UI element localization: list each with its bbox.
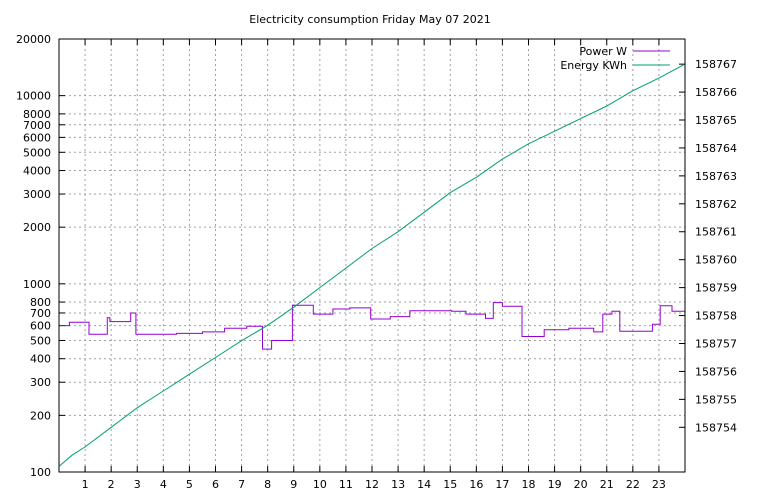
y-left-tick-label: 6000 [23, 131, 51, 144]
y-left-tick-label: 5000 [23, 146, 51, 159]
y-right-tick-label: 158763 [695, 170, 737, 183]
y-right-tick-label: 158756 [695, 365, 737, 378]
y-left-tick-label: 100 [30, 466, 51, 479]
y-left-tick-label: 700 [30, 307, 51, 320]
x-tick-label: 6 [212, 478, 219, 491]
x-tick-label: 21 [600, 478, 614, 491]
y-left-tick-label: 2000 [23, 221, 51, 234]
grid-lines [59, 38, 685, 473]
y-left-tick-label: 300 [30, 376, 51, 389]
x-tick-label: 22 [626, 478, 640, 491]
series-layer [58, 63, 686, 467]
x-tick-label: 10 [313, 478, 327, 491]
chart-title: Electricity consumption Friday May 07 20… [249, 13, 490, 26]
x-tick-label: 18 [522, 478, 536, 491]
x-tick-label: 8 [264, 478, 271, 491]
legend-label: Power W [579, 45, 627, 58]
y-left-tick-label: 4000 [23, 165, 51, 178]
y-right-tick-label: 158764 [695, 142, 737, 155]
x-tick-label: 9 [290, 478, 297, 491]
y-left-tick-label: 400 [30, 353, 51, 366]
y-left-tick-label: 8000 [23, 108, 51, 121]
y-left-tick-label: 200 [30, 409, 51, 422]
y-right-tick-label: 158754 [695, 421, 737, 434]
y-left-tick-label: 1000 [23, 278, 51, 291]
x-tick-label: 4 [160, 478, 167, 491]
x-tick-label: 17 [495, 478, 509, 491]
x-tick-label: 13 [391, 478, 405, 491]
x-tick-label: 12 [365, 478, 379, 491]
y-right-tick-label: 158765 [695, 114, 737, 127]
y-right-tick-label: 158755 [695, 393, 737, 406]
x-tick-label: 5 [186, 478, 193, 491]
y-left-tick-label: 10000 [16, 90, 51, 103]
y-right-tick-label: 158759 [695, 282, 737, 295]
y-right-tick-label: 158766 [695, 86, 737, 99]
series-line-0 [59, 302, 686, 350]
x-tick-label: 3 [134, 478, 141, 491]
y-right-tick-label: 158758 [695, 310, 737, 323]
x-tick-label: 20 [574, 478, 588, 491]
x-tick-label: 7 [238, 478, 245, 491]
y-left-tick-label: 500 [30, 334, 51, 347]
y-right-tick-label: 158757 [695, 337, 737, 350]
y-left-tick-label: 7000 [23, 119, 51, 132]
y-right-tick-label: 158761 [695, 226, 737, 239]
axis-ticks: 1 2 3 4 5 6 7 8 9 10 11 12 13 14 15 16 17 18 19 20 21 22 23100… [16, 33, 737, 491]
legend-label: Energy KWh [560, 59, 627, 72]
x-tick-label: 19 [548, 478, 562, 491]
y-right-tick-label: 158760 [695, 254, 737, 267]
x-tick-label: 2 [108, 478, 115, 491]
series-line-1 [58, 63, 686, 467]
x-tick-label: 16 [469, 478, 483, 491]
y-right-tick-label: 158762 [695, 198, 737, 211]
plot-frame [58, 38, 686, 473]
y-left-tick-label: 600 [30, 320, 51, 333]
x-tick-label: 1 [82, 478, 89, 491]
x-tick-label: 23 [652, 478, 666, 491]
x-tick-label: 15 [443, 478, 457, 491]
y-left-tick-label: 800 [30, 296, 51, 309]
y-left-tick-label: 20000 [16, 33, 51, 46]
y-right-tick-label: 158767 [695, 58, 737, 71]
y-left-tick-label: 3000 [23, 188, 51, 201]
x-tick-label: 11 [339, 478, 353, 491]
x-tick-label: 14 [417, 478, 431, 491]
